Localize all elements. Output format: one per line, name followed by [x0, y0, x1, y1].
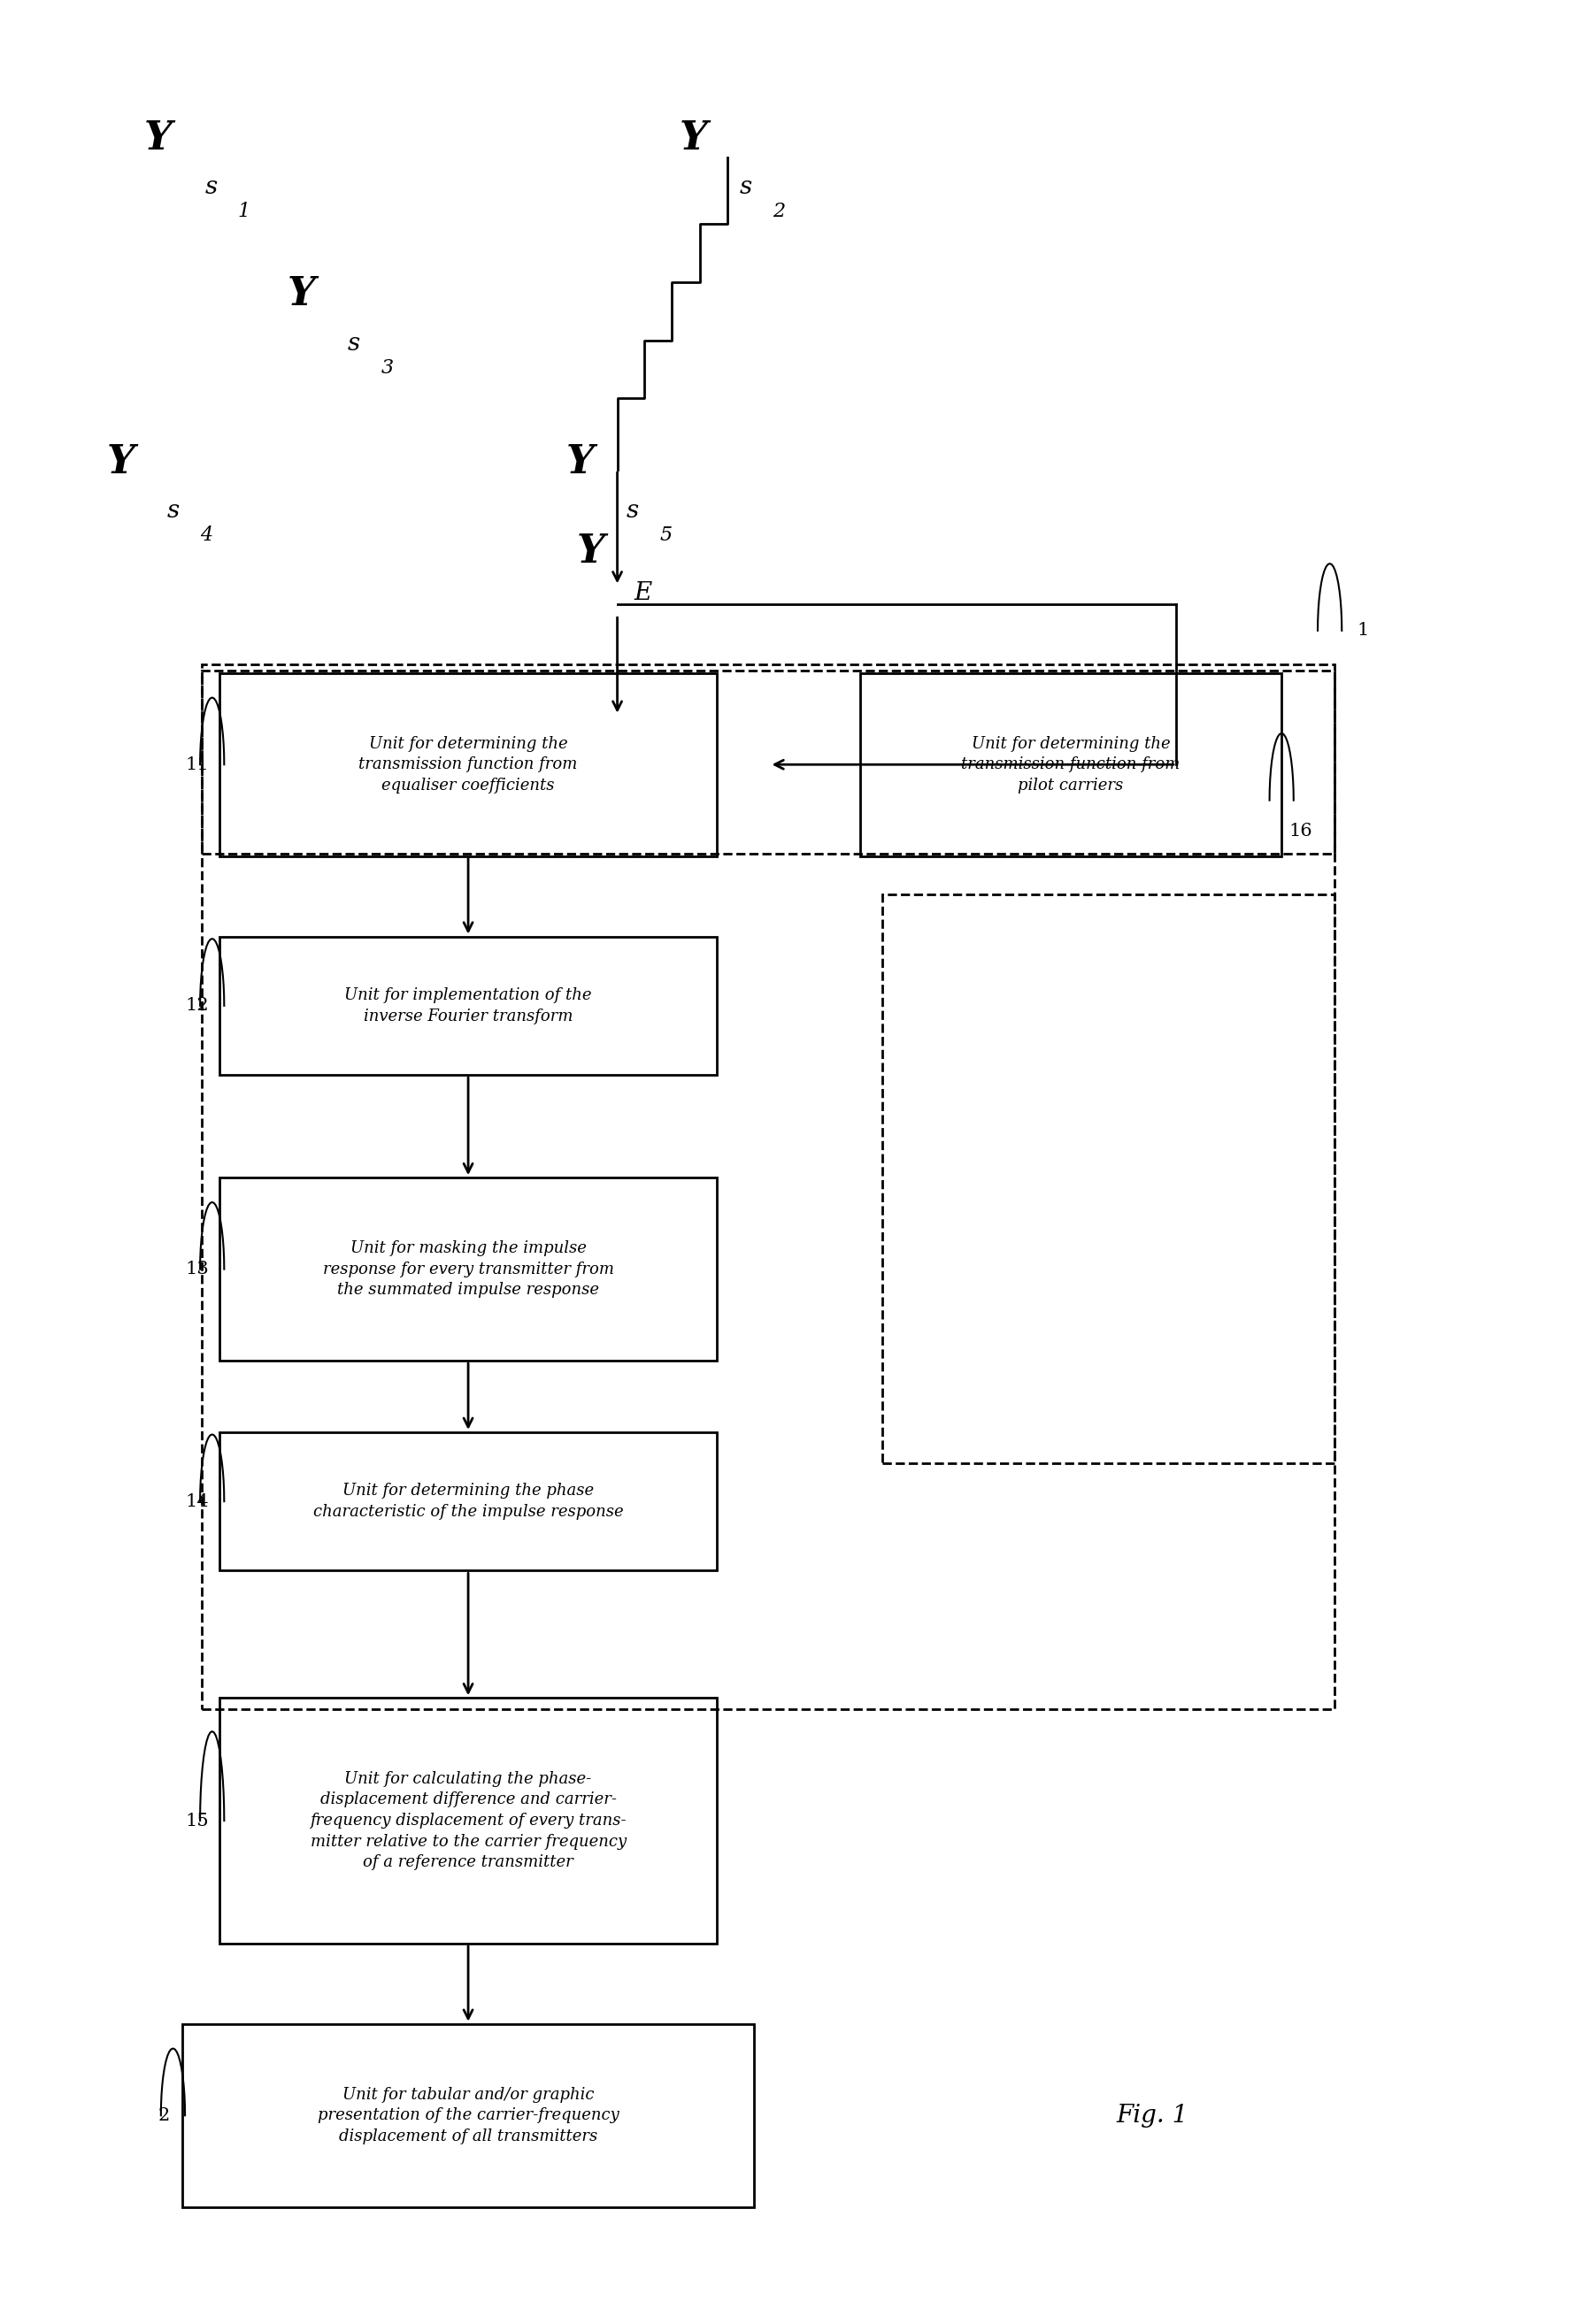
Text: s: s — [739, 174, 752, 200]
Text: Y: Y — [107, 444, 135, 481]
Bar — [882, 895, 1334, 1464]
Text: s: s — [166, 500, 179, 523]
Text: Y: Y — [679, 119, 708, 158]
Bar — [182, 2024, 755, 2208]
Text: Unit for determining the phase
characteristic of the impulse response: Unit for determining the phase character… — [314, 1483, 623, 1520]
Text: Unit for calculating the phase-
displacement difference and carrier-
frequency d: Unit for calculating the phase- displace… — [311, 1771, 626, 1871]
Bar — [220, 937, 717, 1076]
Text: Y: Y — [566, 444, 595, 481]
Text: 2: 2 — [158, 2108, 169, 2124]
Text: E: E — [634, 581, 651, 604]
Text: 15: 15 — [185, 1813, 209, 1829]
Text: 1: 1 — [238, 202, 249, 221]
Text: 12: 12 — [185, 997, 209, 1013]
Bar — [220, 1432, 717, 1571]
Text: 3: 3 — [381, 358, 394, 376]
Text: Unit for determining the
transmission function from
pilot carriers: Unit for determining the transmission fu… — [962, 737, 1180, 792]
Bar — [220, 674, 717, 855]
Text: 11: 11 — [185, 755, 209, 774]
Text: s: s — [204, 174, 217, 200]
Text: Unit for tabular and/or graphic
presentation of the carrier-frequency
displaceme: Unit for tabular and/or graphic presenta… — [317, 2087, 618, 2145]
Text: s: s — [626, 500, 639, 523]
Text: 5: 5 — [659, 525, 672, 546]
Text: Y: Y — [144, 119, 173, 158]
Text: Y: Y — [577, 532, 604, 569]
Text: Unit for masking the impulse
response for every transmitter from
the summated im: Unit for masking the impulse response fo… — [323, 1241, 613, 1299]
Text: Fig. 1: Fig. 1 — [1116, 2103, 1188, 2126]
Text: s: s — [348, 332, 361, 356]
Bar — [201, 672, 1334, 1708]
Text: 2: 2 — [772, 202, 784, 221]
Bar — [860, 674, 1282, 855]
Text: 1: 1 — [1357, 623, 1368, 639]
Bar — [201, 665, 1334, 853]
Text: Y: Y — [287, 277, 315, 314]
Text: Unit for implementation of the
inverse Fourier transform: Unit for implementation of the inverse F… — [345, 988, 592, 1025]
Text: 4: 4 — [201, 525, 212, 546]
Bar — [220, 1699, 717, 1943]
Text: 14: 14 — [185, 1492, 209, 1511]
Text: Unit for determining the
transmission function from
equaliser coefficients: Unit for determining the transmission fu… — [359, 737, 577, 792]
Text: 16: 16 — [1290, 823, 1313, 839]
Text: 13: 13 — [185, 1262, 209, 1278]
Bar — [220, 1178, 717, 1362]
